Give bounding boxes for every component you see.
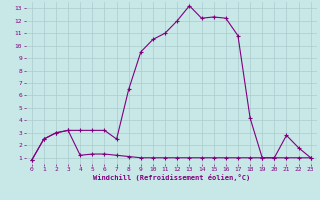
X-axis label: Windchill (Refroidissement éolien,°C): Windchill (Refroidissement éolien,°C) xyxy=(92,174,250,181)
